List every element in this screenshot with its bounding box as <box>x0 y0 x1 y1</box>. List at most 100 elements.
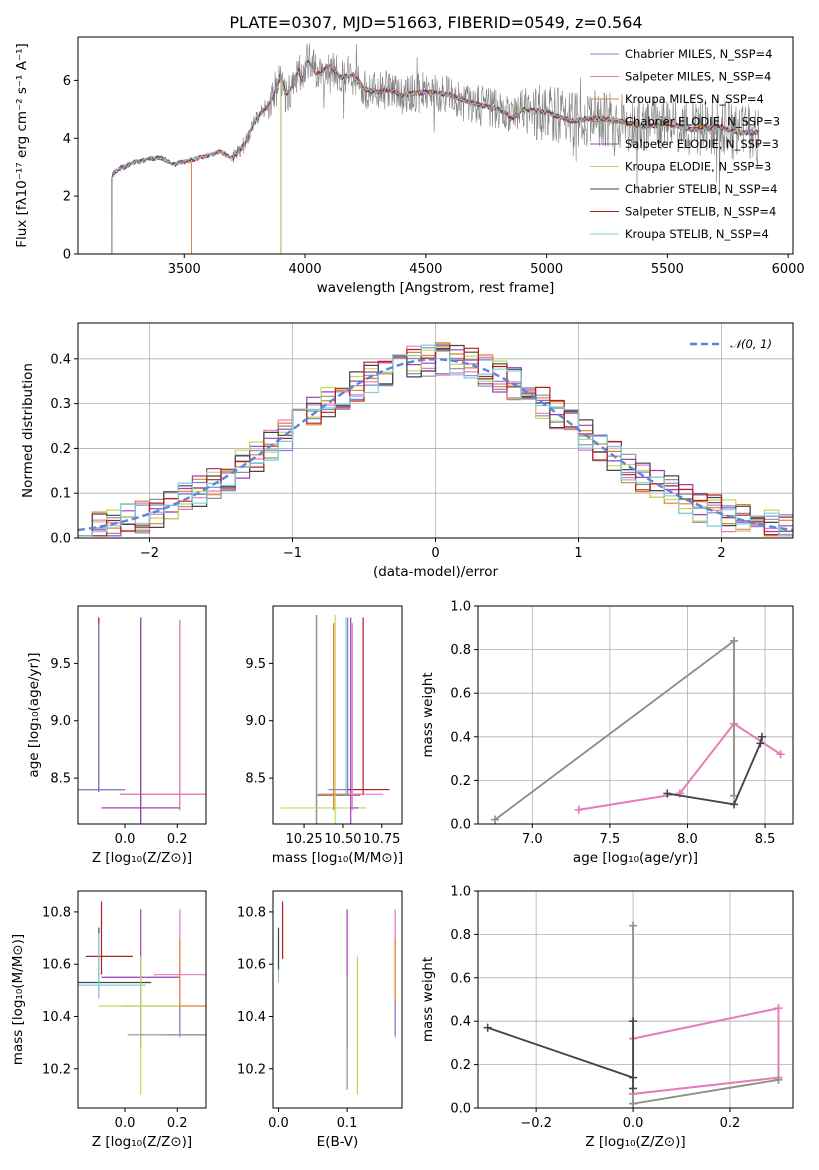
y-tick-label: 10.2 <box>237 1062 266 1077</box>
y-tick-label: 0.0 <box>450 818 471 833</box>
y-tick-label: 10.4 <box>42 1010 71 1025</box>
y-axis-label: age [log₁₀(age/yr)] <box>26 652 42 777</box>
x-tick-label: 0.2 <box>167 1116 188 1131</box>
x-tick-label: −0.2 <box>520 1116 552 1131</box>
plot-area <box>277 901 396 1095</box>
x-tick-label: −1 <box>283 546 302 561</box>
x-tick-label: −2 <box>140 546 159 561</box>
x-tick-label: 2 <box>717 546 725 561</box>
x-tick-label: 5000 <box>530 262 563 277</box>
y-tick-label: 9.5 <box>245 657 266 672</box>
x-axis-label: (data-model)/error <box>373 564 499 580</box>
y-tick-label: 10.8 <box>237 905 266 920</box>
panel-mass-weight-vs-Z: −0.2 0.0 0.2 0.0 0.2 0.4 0.6 0.8 1.0 Z [log₁₀(Z/Z… <box>420 885 794 1150</box>
y-axis-label: mass weight <box>420 672 436 757</box>
y-tick-label: 9.0 <box>245 714 266 729</box>
y-tick-label: 0.3 <box>50 397 71 412</box>
model-spectrum-line <box>111 57 759 254</box>
x-axis-label: mass [log₁₀(M/M⊙)] <box>272 850 403 866</box>
x-tick-label: 0.0 <box>623 1116 644 1131</box>
x-tick-label: 0.0 <box>115 1116 136 1131</box>
grid-lines <box>478 890 793 1109</box>
x-tick-label: 7.5 <box>600 832 621 847</box>
legend-label: 𝒩(0, 1) <box>730 337 772 351</box>
y-tick-label: 0.1 <box>50 487 71 502</box>
x-tick-label: 8.5 <box>755 832 776 847</box>
legend-label: Salpeter MILES, N_SSP=4 <box>625 70 771 84</box>
gaussian-curve <box>78 358 793 532</box>
panel-mass-weight-vs-age: 7.0 7.5 8.0 8.5 0.0 0.2 0.4 0.6 0.8 1.0 age [log₁₀… <box>420 600 794 866</box>
y-tick-label: 0.6 <box>450 971 471 986</box>
x-tick-label: 0.2 <box>167 832 188 847</box>
y-tick-label: 0.0 <box>450 1102 471 1117</box>
axes-frame <box>272 890 403 1109</box>
x-tick-label: 7.0 <box>522 832 543 847</box>
panel-mass-vs-Z: 0.0 0.2 10.2 10.4 10.6 10.8 Z [log₁₀(Z/Z⊙)] mas… <box>10 890 207 1150</box>
y-tick-label: 0.2 <box>50 442 71 457</box>
mass-weight-line <box>667 736 763 806</box>
panel-spectrum: 3500 4000 4500 5000 5500 6000 0 2 4 6 wavelength [… <box>14 36 805 296</box>
plot-area <box>78 901 206 1095</box>
mass-weight-line <box>494 639 735 821</box>
x-tick-label: 0.2 <box>720 1116 741 1131</box>
x-tick-label: 4500 <box>409 262 442 277</box>
y-tick-label: 2 <box>63 190 71 205</box>
residual-histogram <box>78 344 793 537</box>
y-tick-label: 10.4 <box>237 1010 266 1025</box>
x-tick-label: 6000 <box>772 262 805 277</box>
x-tick-label: 0 <box>431 546 439 561</box>
figure-title: PLATE=0307, MJD=51663, FIBERID=0549, z=0… <box>229 13 642 32</box>
x-tick-label: 8.0 <box>677 832 698 847</box>
y-tick-label: 0.4 <box>450 1015 471 1030</box>
y-axis-label: Flux [fλ10⁻¹⁷ erg cm⁻² s⁻¹ A⁻¹] <box>14 43 30 248</box>
x-tick-label: 0.0 <box>268 1116 289 1131</box>
y-tick-label: 1.0 <box>450 885 471 900</box>
mass-weight-line <box>578 722 782 811</box>
plot-area <box>280 615 390 824</box>
x-tick-label: 10.25 <box>285 832 322 847</box>
legend-label: Salpeter STELIB, N_SSP=4 <box>625 205 776 219</box>
legend: 𝒩(0, 1) <box>690 337 772 351</box>
y-tick-label: 9.0 <box>50 714 71 729</box>
y-tick-label: 10.2 <box>42 1062 71 1077</box>
mass-weight-line <box>632 1007 780 1095</box>
plot-area <box>78 617 206 824</box>
y-tick-label: 0.8 <box>450 643 471 658</box>
axes-frame <box>477 890 794 1109</box>
axes-frame <box>77 36 794 255</box>
legend-label: Kroupa MILES, N_SSP=4 <box>625 92 764 106</box>
x-tick-label: 4000 <box>289 262 322 277</box>
axes-frame <box>272 605 403 825</box>
y-axis-label: Normed distribution <box>20 363 36 498</box>
y-tick-label: 0 <box>63 248 71 263</box>
panel-residuals: −2 −1 0 1 2 0.0 0.1 0.2 0.3 0.4 (data-model)/error… <box>20 322 794 580</box>
mass-weight-line <box>632 925 779 1105</box>
legend-label: Salpeter ELODIE, N_SSP=3 <box>625 137 779 151</box>
x-tick-label: 3500 <box>168 262 201 277</box>
y-tick-label: 10.6 <box>42 958 71 973</box>
legend-label: Chabrier MILES, N_SSP=4 <box>625 47 772 61</box>
y-tick-label: 9.5 <box>50 657 71 672</box>
y-tick-label: 0.8 <box>450 928 471 943</box>
axes-frame <box>477 605 794 825</box>
y-tick-label: 0.0 <box>50 532 71 547</box>
y-tick-label: 10.6 <box>237 958 266 973</box>
x-axis-label: E(B-V) <box>317 1134 359 1150</box>
x-axis-label: Z [log₁₀(Z/Z⊙)] <box>92 1134 192 1150</box>
model-spectrum-line <box>111 58 759 254</box>
x-tick-label: 10.50 <box>324 832 361 847</box>
plot-area <box>111 43 760 254</box>
y-tick-label: 10.8 <box>42 905 71 920</box>
x-axis-label: age [log₁₀(age/yr)] <box>573 850 698 866</box>
panel-mass-vs-ebv: 0.0 0.1 10.2 10.4 10.6 10.8 E(B-V) <box>237 890 403 1150</box>
y-tick-label: 6 <box>63 74 71 89</box>
y-tick-label: 0.4 <box>50 352 71 367</box>
y-tick-label: 8.5 <box>50 772 71 787</box>
y-axis-label: mass [log₁₀(M/M⊙)] <box>10 934 26 1065</box>
y-axis-label: mass weight <box>420 957 436 1042</box>
y-tick-label: 1.0 <box>450 600 471 615</box>
legend: Chabrier MILES, N_SSP=4 Salpeter MILES, N… <box>590 47 780 241</box>
x-axis-label: Z [log₁₀(Z/Z⊙)] <box>92 850 192 866</box>
